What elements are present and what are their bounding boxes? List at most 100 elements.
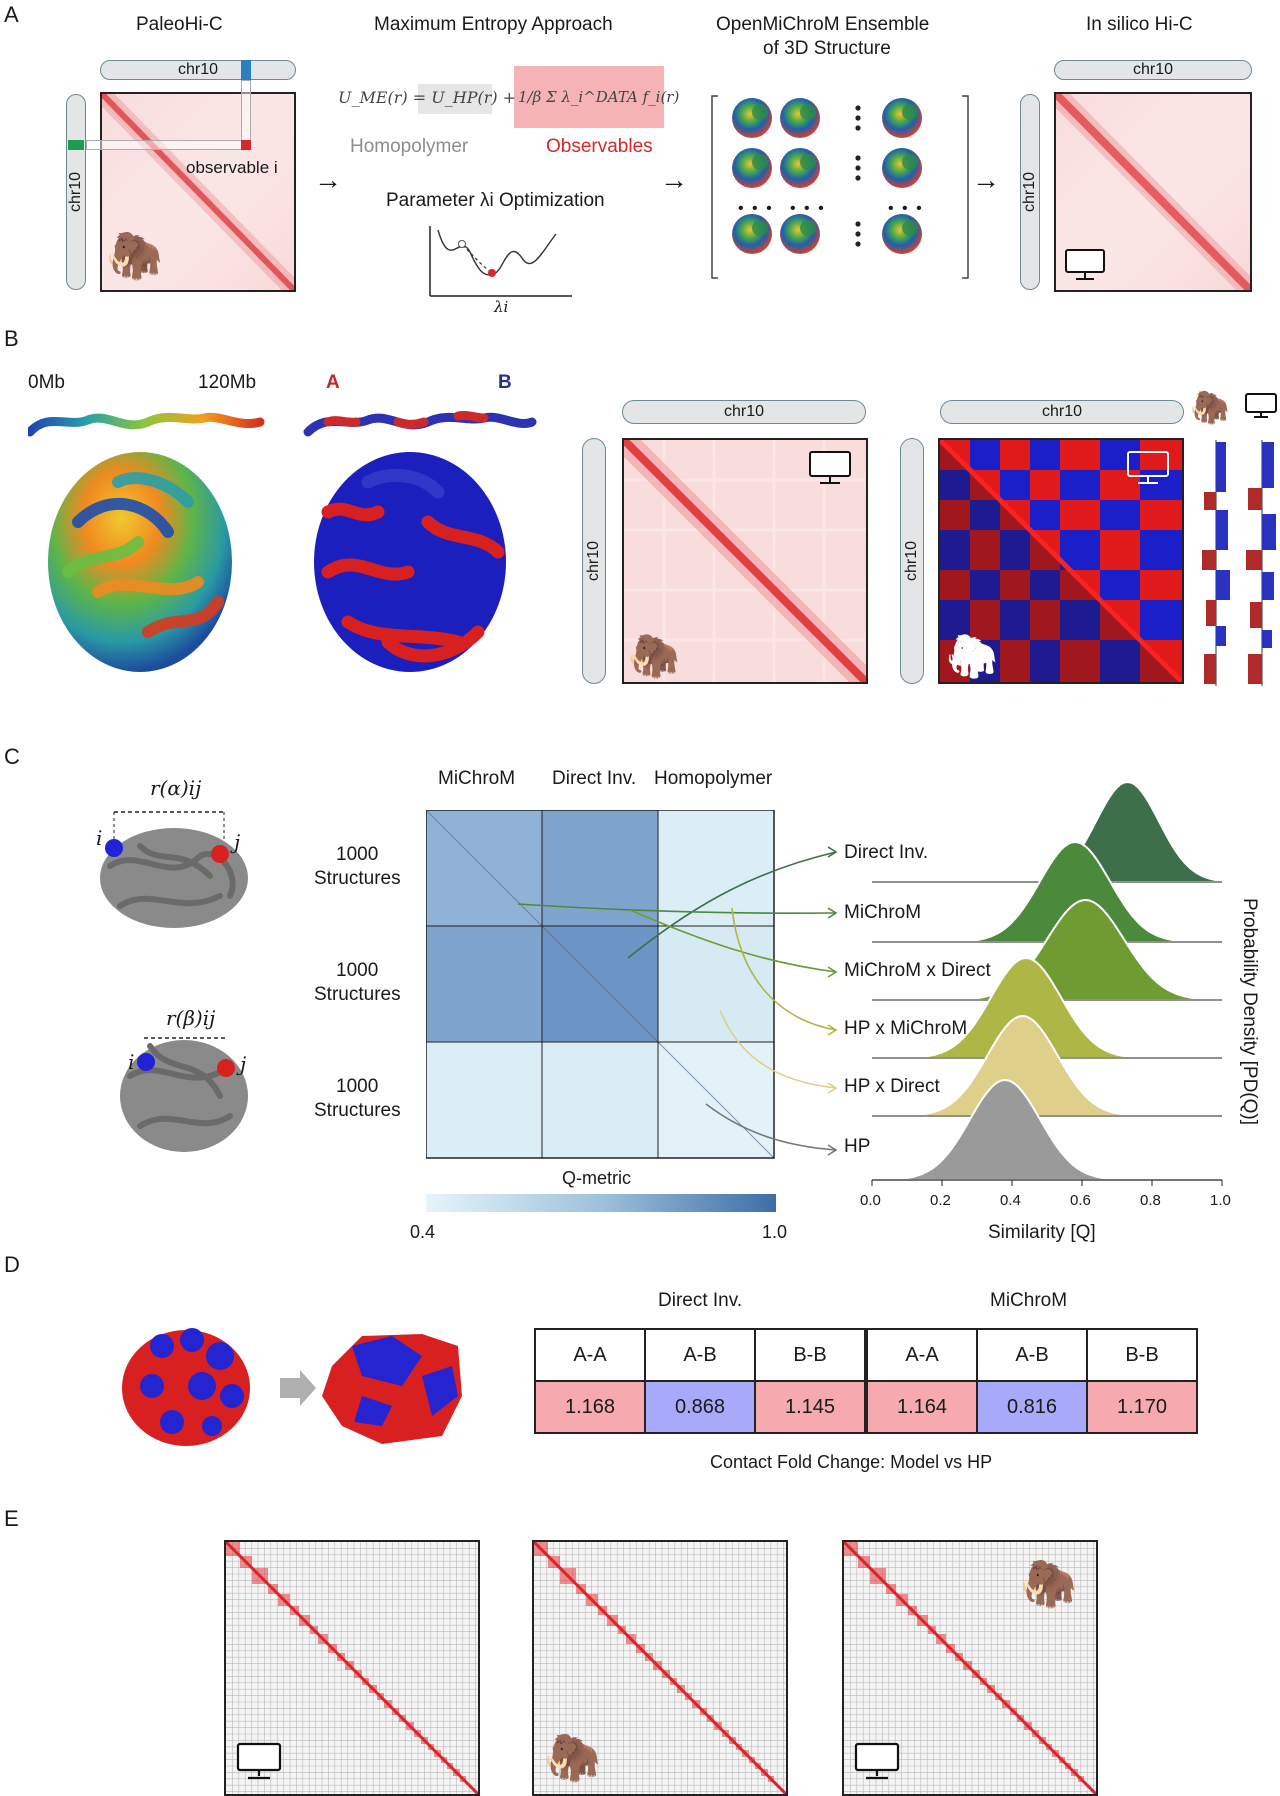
- chr10-label-side-b1: chr10: [582, 438, 606, 684]
- xtick-4: 0.8: [1140, 1192, 1161, 1209]
- table-caption: Contact Fold Change: Model vs HP: [710, 1452, 993, 1472]
- header-ab-michrom: A-B: [976, 1328, 1088, 1382]
- i-label-1: i: [96, 826, 103, 850]
- vdot-0-b: [855, 115, 861, 121]
- header-aa-direct: A-A: [534, 1328, 646, 1382]
- mammoth-icon-e3: 🦣: [1020, 1557, 1078, 1609]
- chr10-label-top-b1: chr10: [622, 400, 866, 424]
- tad-map-3: [842, 1540, 1098, 1796]
- arrow-right-icon: →: [314, 164, 342, 195]
- ridge-xlabel: Similarity [Q]: [988, 1222, 1096, 1243]
- arrow-right-icon-2: →: [660, 164, 688, 195]
- computer-icon-track: [1245, 393, 1277, 418]
- table-value-row: 1.168 0.868 1.145 1.164 0.816 1.170: [534, 1380, 1198, 1434]
- compartment-b-label: B: [498, 372, 512, 393]
- max-entropy-title: Maximum Entropy Approach: [374, 14, 613, 35]
- tad-map-1: [224, 1540, 480, 1796]
- panel-label-a: A: [4, 2, 19, 27]
- colorbar-label: Q-metric: [562, 1168, 631, 1188]
- equation-lhs: U_ME(r) = U_HP(r) +: [338, 88, 517, 107]
- xtick-0: 0.0: [860, 1192, 881, 1209]
- ridge-connector-3: [731, 907, 837, 1031]
- chr10-label-side-b2: chr10: [900, 438, 924, 684]
- r-beta-label: r(β)ij: [166, 1006, 216, 1030]
- xtick-1: 0.2: [930, 1192, 951, 1209]
- vdot-1-c: [855, 175, 861, 181]
- header-aa-michrom: A-A: [865, 1328, 978, 1382]
- chr10-label-side-2: chr10: [1020, 94, 1040, 290]
- polymer-renderings: [28, 410, 537, 672]
- header-bb-michrom: B-B: [1086, 1328, 1198, 1382]
- ridge-label-hp-direct: HP x Direct: [844, 1076, 940, 1097]
- compartment-tracks: [1202, 440, 1276, 686]
- panel-label-d: D: [4, 1252, 20, 1277]
- paleohic-map: [100, 92, 296, 292]
- vdot-2-c: [855, 241, 861, 247]
- ellipsis-row-1: • • •: [738, 200, 774, 217]
- ensemble-grid: [711, 95, 969, 279]
- row-label-2-count: 1000: [336, 960, 379, 981]
- ridge-connector-5: [705, 1103, 837, 1151]
- ensemble-structure-detail-1: [752, 104, 768, 120]
- tad-diagonal: [844, 1542, 1096, 1794]
- compartment-a-label: A: [326, 372, 340, 393]
- value-ab-direct: 0.868: [644, 1380, 756, 1434]
- ridge-connector-4: [719, 1009, 837, 1089]
- tad-diagonal: [226, 1542, 478, 1794]
- ensemble-structure-detail-4: [752, 154, 768, 170]
- polymer-start-label: 0Mb: [28, 372, 65, 393]
- ensemble-structure-detail-8: [800, 220, 816, 236]
- matrix-col-homopolymer: Homopolymer: [654, 768, 773, 789]
- r-alpha-label: r(α)ij: [150, 776, 202, 800]
- ridge-connector-1: [517, 903, 837, 915]
- value-aa-direct: 1.168: [534, 1380, 646, 1434]
- header-ab-direct: A-B: [644, 1328, 756, 1382]
- ridge-arrowhead-2: [827, 966, 838, 978]
- panel-label-c: C: [4, 744, 20, 769]
- value-bb-michrom: 1.170: [1086, 1380, 1198, 1434]
- ridge-arrowhead-1: [827, 907, 838, 919]
- ensemble-structure-detail-5: [800, 154, 816, 170]
- mammoth-icon: 🦣: [106, 229, 164, 281]
- i-label-2: i: [128, 1050, 135, 1074]
- ensemble-structure-detail-2: [800, 104, 816, 120]
- computer-icon-b2: [1127, 451, 1169, 484]
- mammoth-icon-b1: 🦣: [628, 632, 681, 679]
- ridge-label-hp-michrom: HP x MiChroM: [844, 1018, 968, 1039]
- vdot-1-a: [855, 155, 861, 161]
- compartment-structures: [122, 1328, 462, 1446]
- computer-icon: [1065, 249, 1105, 280]
- computer-icon-e1: [236, 1742, 282, 1780]
- ridge-0: [872, 780, 1223, 883]
- tad-map-2: [532, 1540, 788, 1796]
- matrix-col-direct: Direct Inv.: [552, 768, 637, 789]
- observables-label: Observables: [546, 136, 653, 157]
- row-label-3-text: Structures: [314, 1100, 401, 1121]
- ensemble-structure-detail-7: [752, 220, 768, 236]
- vdot-2-a: [855, 221, 861, 227]
- optimization-label: Parameter λi Optimization: [386, 190, 605, 211]
- ridge-arrowhead-5: [827, 1144, 838, 1156]
- chr10-label-top-b2: chr10: [940, 400, 1184, 424]
- arrow-right-icon-3: →: [972, 164, 1000, 195]
- colorbar-min: 0.4: [410, 1222, 436, 1242]
- computer-icon-b1: [809, 451, 851, 484]
- row-label-2-text: Structures: [314, 984, 401, 1005]
- vdot-2-b: [855, 231, 861, 237]
- xtick-5: 1.0: [1210, 1192, 1231, 1209]
- j-label-1: j: [234, 830, 241, 854]
- colorbar-max: 1.0: [762, 1222, 788, 1242]
- uhp-highlight: [418, 84, 492, 114]
- ridge-label-direct: Direct Inv.: [844, 842, 929, 863]
- vdot-0-c: [855, 125, 861, 131]
- row-label-1-text: Structures: [314, 868, 401, 889]
- ridge-arrowhead-0: [827, 846, 838, 858]
- ridge-connector-2: [629, 909, 837, 973]
- xtick-3: 0.6: [1070, 1192, 1091, 1209]
- chr10-label-top-2: chr10: [1054, 60, 1252, 80]
- value-aa-michrom: 1.164: [865, 1380, 978, 1434]
- ensemble-title-line1: OpenMiChroM Ensemble: [716, 14, 930, 35]
- ensemble-structure-detail-9: [902, 220, 918, 236]
- ensemble-structure-detail-3: [902, 104, 918, 120]
